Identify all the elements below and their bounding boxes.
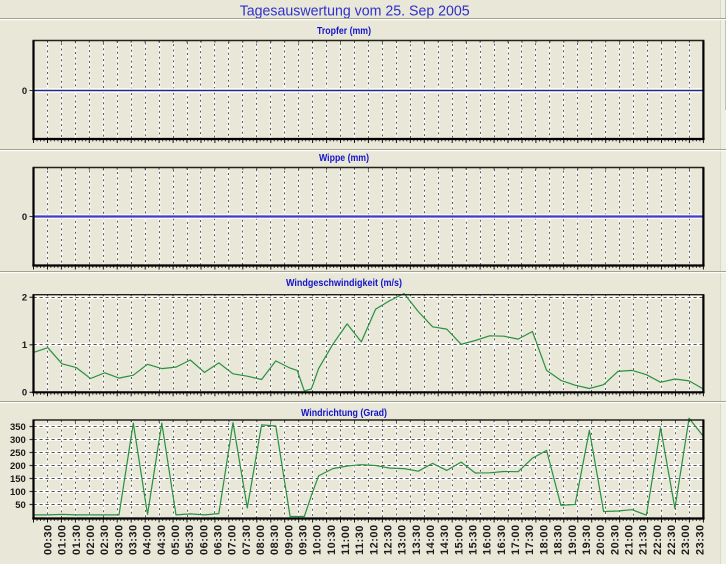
svg-text:06:00: 06:00 bbox=[198, 524, 210, 555]
svg-text:12:00: 12:00 bbox=[368, 524, 380, 555]
svg-text:02:30: 02:30 bbox=[99, 524, 111, 555]
svg-text:09:30: 09:30 bbox=[298, 524, 310, 555]
svg-text:23:00: 23:00 bbox=[680, 524, 692, 555]
svg-text:15:00: 15:00 bbox=[453, 524, 465, 555]
svg-text:Windrichtung (Grad): Windrichtung (Grad) bbox=[301, 408, 387, 419]
svg-text:0: 0 bbox=[22, 86, 27, 97]
svg-text:18:00: 18:00 bbox=[538, 524, 550, 555]
svg-text:11:30: 11:30 bbox=[354, 525, 366, 555]
svg-text:1: 1 bbox=[22, 340, 28, 351]
svg-text:04:00: 04:00 bbox=[142, 524, 154, 555]
svg-text:04:30: 04:30 bbox=[156, 524, 168, 555]
svg-text:0: 0 bbox=[22, 388, 27, 399]
svg-text:07:30: 07:30 bbox=[241, 524, 253, 555]
svg-text:19:00: 19:00 bbox=[567, 524, 579, 555]
svg-text:03:00: 03:00 bbox=[113, 524, 125, 555]
svg-text:11:00: 11:00 bbox=[340, 525, 352, 555]
svg-text:10:00: 10:00 bbox=[312, 524, 324, 555]
svg-text:2: 2 bbox=[22, 293, 27, 304]
svg-text:150: 150 bbox=[10, 474, 26, 485]
svg-text:Tropfer (mm): Tropfer (mm) bbox=[317, 26, 371, 37]
svg-text:22:00: 22:00 bbox=[652, 524, 664, 555]
svg-text:01:00: 01:00 bbox=[57, 524, 69, 555]
svg-text:05:00: 05:00 bbox=[170, 524, 182, 555]
svg-text:14:30: 14:30 bbox=[439, 524, 451, 555]
svg-text:18:30: 18:30 bbox=[553, 524, 565, 555]
svg-text:05:30: 05:30 bbox=[184, 524, 196, 555]
svg-text:0: 0 bbox=[22, 212, 27, 223]
svg-text:19:30: 19:30 bbox=[581, 524, 593, 555]
svg-text:13:30: 13:30 bbox=[411, 524, 423, 555]
svg-text:16:30: 16:30 bbox=[496, 524, 508, 555]
svg-text:07:00: 07:00 bbox=[227, 524, 239, 555]
svg-text:Windgeschwindigkeit (m/s): Windgeschwindigkeit (m/s) bbox=[286, 278, 402, 289]
svg-text:14:00: 14:00 bbox=[425, 524, 437, 555]
svg-text:02:00: 02:00 bbox=[85, 524, 97, 555]
svg-text:100: 100 bbox=[10, 487, 26, 498]
svg-text:17:00: 17:00 bbox=[510, 524, 522, 555]
svg-text:350: 350 bbox=[10, 422, 26, 433]
svg-text:Tagesauswertung vom 25. Sep 20: Tagesauswertung vom 25. Sep 2005 bbox=[240, 2, 470, 19]
svg-text:Wippe (mm): Wippe (mm) bbox=[319, 153, 369, 164]
svg-text:06:30: 06:30 bbox=[213, 524, 225, 555]
svg-text:50: 50 bbox=[15, 500, 26, 511]
svg-text:09:00: 09:00 bbox=[283, 524, 295, 555]
svg-text:250: 250 bbox=[10, 448, 26, 459]
svg-text:15:30: 15:30 bbox=[468, 524, 480, 555]
svg-text:10:30: 10:30 bbox=[326, 524, 338, 555]
svg-text:21:00: 21:00 bbox=[623, 524, 635, 555]
svg-text:22:30: 22:30 bbox=[666, 524, 678, 555]
svg-text:13:00: 13:00 bbox=[397, 524, 409, 555]
svg-text:200: 200 bbox=[10, 461, 26, 472]
svg-text:20:00: 20:00 bbox=[595, 524, 607, 555]
svg-text:16:00: 16:00 bbox=[482, 524, 494, 555]
svg-text:21:30: 21:30 bbox=[638, 524, 650, 555]
svg-text:23:30: 23:30 bbox=[694, 524, 706, 555]
svg-text:03:30: 03:30 bbox=[128, 524, 140, 555]
svg-text:01:30: 01:30 bbox=[71, 524, 83, 555]
svg-text:20:30: 20:30 bbox=[609, 524, 621, 555]
svg-text:300: 300 bbox=[10, 435, 26, 446]
svg-text:00:30: 00:30 bbox=[43, 524, 55, 555]
svg-text:08:30: 08:30 bbox=[269, 524, 281, 555]
svg-text:08:00: 08:00 bbox=[255, 524, 267, 555]
svg-text:12:30: 12:30 bbox=[383, 524, 395, 555]
svg-text:17:30: 17:30 bbox=[524, 524, 536, 555]
